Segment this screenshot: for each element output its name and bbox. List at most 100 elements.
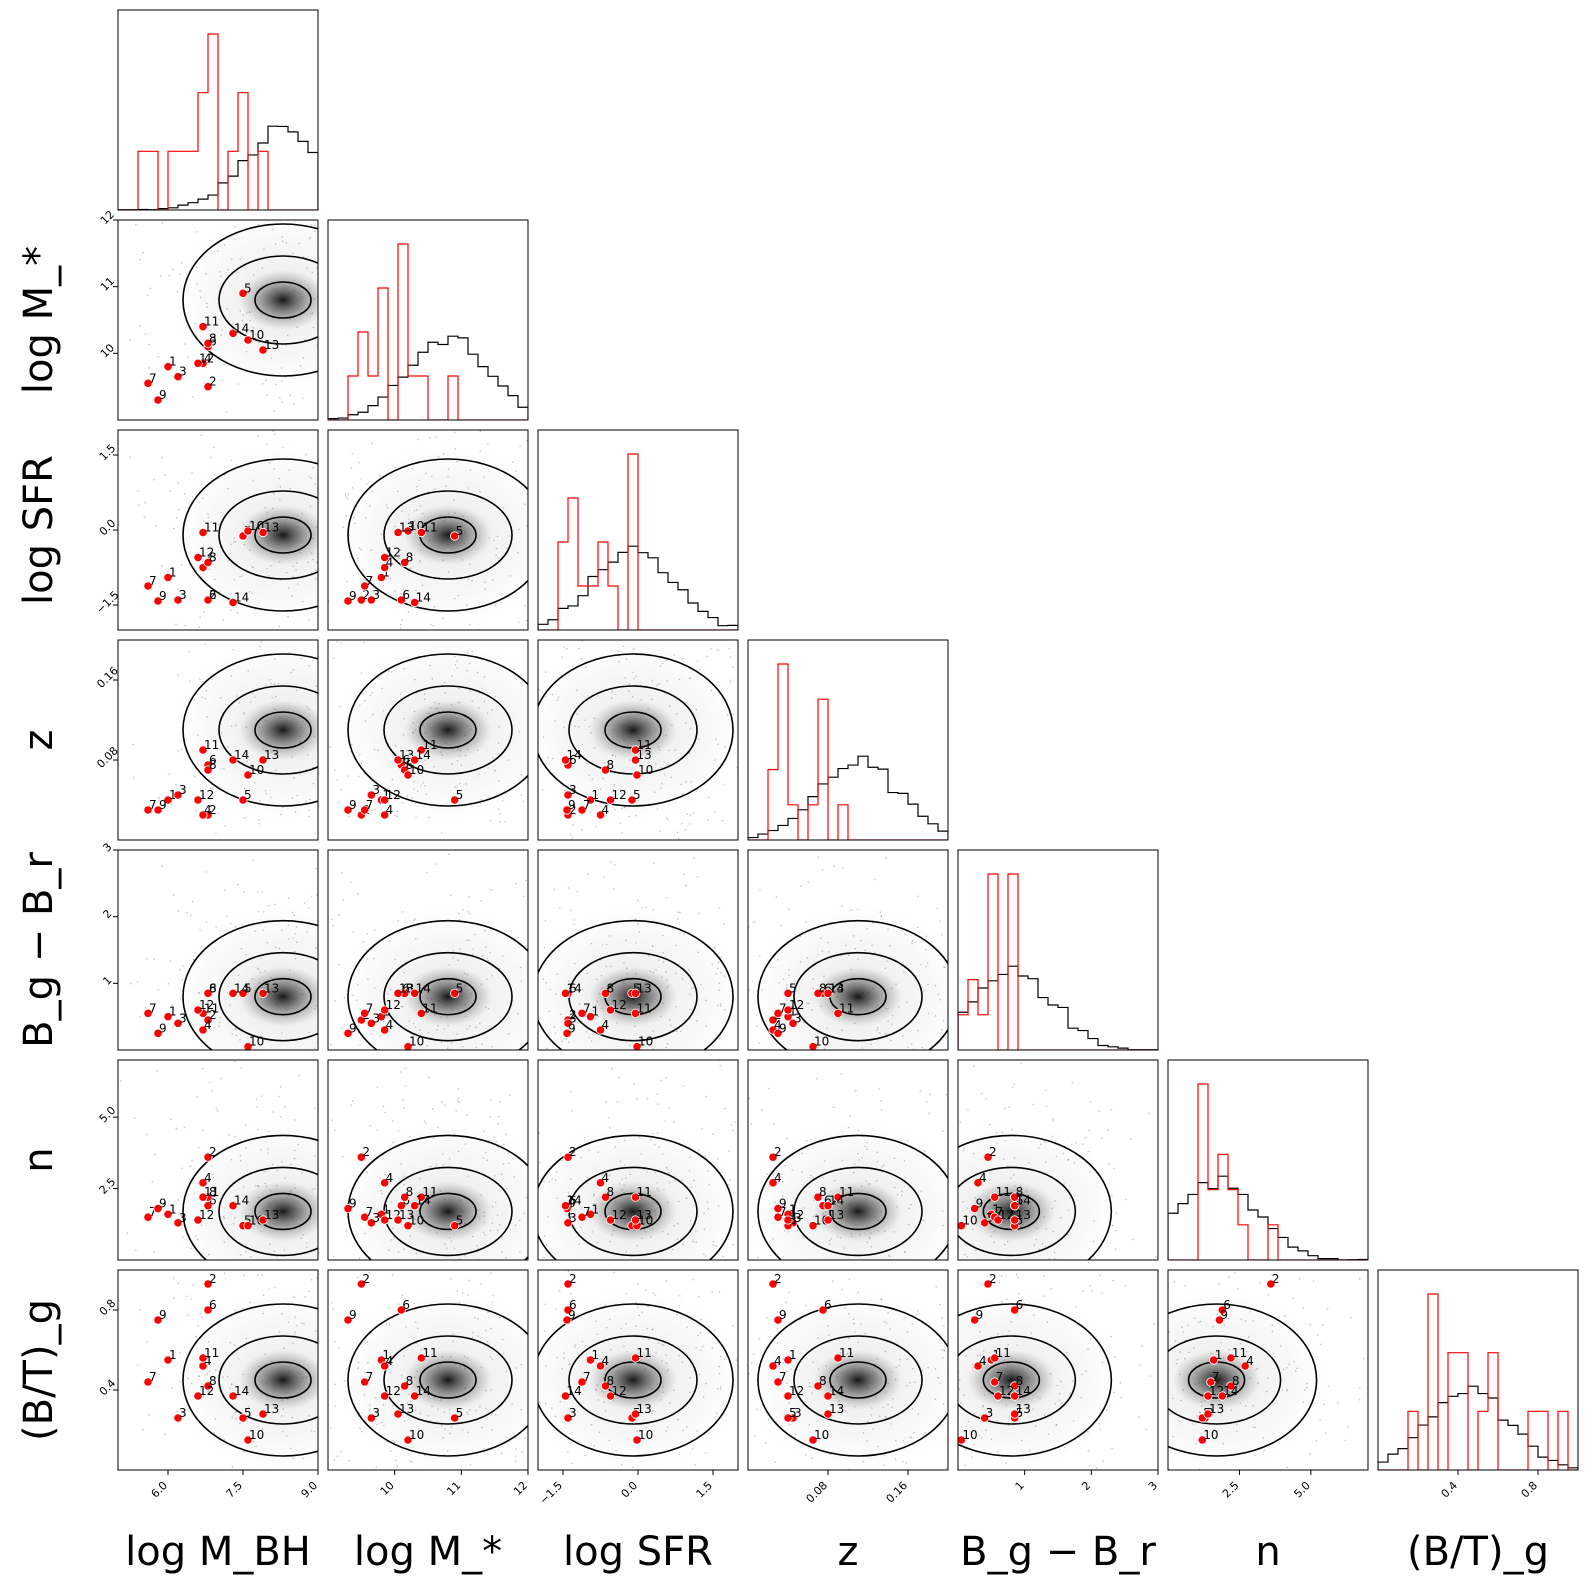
galaxy-point-10 [403,1221,413,1231]
galaxy-point-8 [203,988,213,998]
galaxy-label-12: 12 [612,1384,627,1398]
galaxy-label-8: 8 [819,1185,827,1199]
galaxy-label-7: 7 [366,1001,374,1015]
density-core [967,1350,1056,1410]
galaxy-label-11: 11 [839,1346,854,1360]
galaxy-label-4: 4 [602,1171,610,1185]
galaxy-label-12: 12 [386,788,401,802]
galaxy-point-3 [366,595,376,605]
galaxy-point-8 [813,1381,823,1391]
galaxy-point-8 [203,1381,213,1391]
galaxy-label-11: 11 [204,1001,219,1015]
panel-frame [117,849,319,1051]
galaxy-label-5: 5 [244,981,252,995]
galaxy-point-2 [356,1152,366,1162]
y-tick-label-bt: 0.4 [97,1377,119,1399]
galaxy-label-9: 9 [779,1308,787,1322]
galaxy-histogram-mstar [328,243,528,420]
galaxy-point-12 [380,1391,390,1401]
galaxy-point-13 [393,1409,403,1419]
galaxy-label-2: 2 [209,803,217,817]
galaxy-point-3 [173,790,183,800]
galaxy-label-3: 3 [569,1011,577,1025]
galaxy-point-11 [630,1008,641,1018]
galaxy-label-4: 4 [602,1354,610,1368]
galaxy-label-1: 1 [789,1348,797,1362]
galaxy-point-11 [990,1192,1000,1202]
panel-frame [747,1059,949,1261]
galaxy-label-2: 2 [209,1008,217,1022]
galaxy-label-12: 12 [199,998,214,1012]
galaxy-label-9: 9 [159,798,167,812]
galaxy-point-9 [153,596,163,606]
galaxy-label-9: 9 [976,1197,984,1211]
galaxy-label-6: 6 [1223,1298,1231,1312]
galaxy-point-13 [393,1215,403,1225]
galaxy-label-13: 13 [264,981,279,995]
density-core [404,505,492,565]
galaxy-label-9: 9 [349,1308,357,1322]
galaxy-label-8: 8 [406,758,414,772]
galaxy-label-11: 11 [204,738,219,752]
panel-frame [1167,1269,1369,1471]
galaxy-label-11: 11 [204,315,219,329]
galaxy-label-13: 13 [264,521,279,535]
galaxy-point-1 [163,1012,173,1022]
y-axis-label-n: n [16,1147,62,1172]
galaxy-point-8 [203,557,213,568]
galaxy-point-4 [973,1361,983,1371]
galaxy-label-7: 7 [583,1001,591,1015]
galaxy-label-6: 6 [209,1194,217,1208]
galaxy-point-3 [173,595,183,605]
y-tick-label-mstar: 11 [98,275,117,294]
galaxy-label-14: 14 [416,1194,431,1208]
galaxy-label-12: 12 [789,1208,804,1222]
galaxy-label-1: 1 [382,1202,390,1216]
galaxy-label-14: 14 [829,1384,844,1398]
panel-mbh-mbh [117,9,319,211]
galaxy-label-4: 4 [204,1354,212,1368]
galaxy-label-9: 9 [349,1197,357,1211]
galaxy-label-5: 5 [456,1406,464,1420]
density-core [239,700,318,760]
galaxy-label-9: 9 [568,1021,576,1035]
galaxy-point-8 [1010,1381,1020,1391]
galaxy-point-4 [380,1025,390,1035]
galaxy-point-13 [630,988,641,998]
density-contours [757,1134,948,1260]
galaxy-point-7 [143,1008,153,1018]
galaxy-point-5 [783,988,793,998]
galaxy-label-13: 13 [1016,1208,1031,1222]
y-axis-label-bt: (B/T)_g [16,1299,62,1441]
galaxy-label-1: 1 [169,1202,177,1216]
galaxy-label-13: 13 [829,1208,844,1222]
galaxy-point-14 [823,1201,833,1211]
density-core [589,1181,677,1242]
galaxy-point-10 [243,1042,253,1052]
galaxy-point-6 [1217,1305,1227,1315]
galaxy-point-11 [630,1353,641,1363]
galaxy-point-10 [808,1221,818,1231]
galaxy-label-1: 1 [169,1005,177,1019]
galaxy-point-2 [356,595,366,605]
galaxy-point-1 [163,795,173,805]
galaxy-point-8 [600,765,611,775]
galaxy-label-11: 11 [422,1001,437,1015]
galaxy-point-12 [605,1391,616,1401]
galaxy-point-12 [993,1391,1003,1401]
galaxy-label-10: 10 [638,1214,653,1228]
galaxy-point-13 [258,1215,268,1225]
galaxy-label-4: 4 [774,1354,782,1368]
galaxy-label-5: 5 [633,788,641,802]
density-core [404,966,492,1027]
galaxy-point-2 [203,1015,213,1025]
galaxy-point-5 [450,531,460,541]
galaxy-label-9: 9 [1220,1308,1228,1322]
galaxy-label-4: 4 [602,803,610,817]
galaxy-point-2 [768,1015,778,1025]
galaxy-label-2: 2 [209,1272,217,1286]
galaxy-label-8: 8 [607,1185,615,1199]
